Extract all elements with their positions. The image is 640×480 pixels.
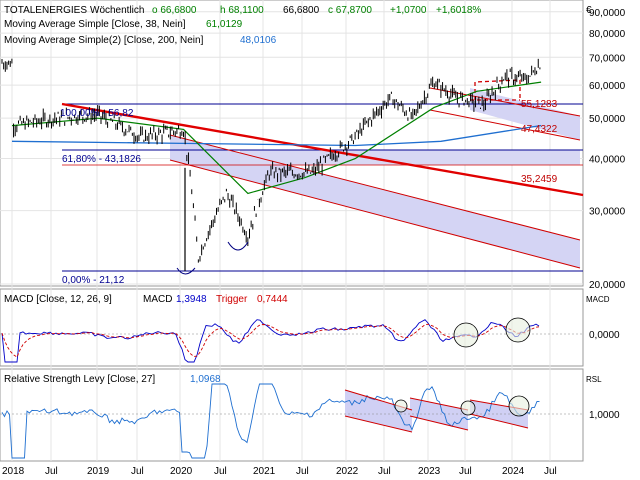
time-tick-label: Jul — [459, 466, 472, 477]
time-tick-label: 2021 — [253, 466, 276, 477]
time-tick-label: 2024 — [502, 466, 525, 477]
macd-section: MACD [Close, 12, 26, 9] MACD 1,3948 Trig… — [0, 294, 620, 363]
price-tick-label: 80,0000 — [589, 29, 626, 40]
time-tick-label: Jul — [131, 466, 144, 477]
low-arc-2 — [227, 241, 249, 251]
time-tick-label: 2020 — [170, 466, 193, 477]
header-open: o 66,6800 — [152, 5, 197, 16]
price-bars — [1, 58, 541, 271]
time-tick-label: Jul — [214, 466, 227, 477]
ma200-line — [11, 124, 542, 147]
time-tick-label: Jul — [45, 466, 58, 477]
rsl-axis-label: 1,0000 — [589, 410, 620, 421]
price-tick-label: 70,0000 — [589, 53, 626, 64]
header-close: 66,6800 — [283, 5, 320, 16]
rsl-circle-3 — [508, 395, 530, 417]
currency-label: € — [586, 5, 592, 16]
header: TOTALENERGIES Wöchentlich o 66,6800 h 68… — [4, 5, 481, 46]
legend-ma38-value: 61,0129 — [206, 19, 243, 30]
price-grid — [0, 11, 583, 285]
rsl-section: Relative Strength Levy [Close, 27] 1,096… — [0, 374, 620, 459]
channel-lower — [169, 159, 581, 269]
time-tick-label: 2018 — [2, 466, 25, 477]
macd-axis-label: 0,0000 — [589, 330, 620, 341]
legend-ma200-value: 48,0106 — [240, 35, 277, 46]
macd-label: MACD [Close, 12, 26, 9] — [4, 294, 112, 305]
rsl-ch1-bot — [344, 415, 413, 433]
macd-axis-title: MACD — [586, 295, 610, 304]
trigger-line — [1, 323, 540, 358]
rsl-axis-title: RSL — [586, 375, 602, 384]
rsl-circle-2 — [460, 400, 476, 416]
header-last: c 67,8700 — [328, 5, 372, 16]
price-tick-label: 40,0000 — [589, 155, 626, 166]
box-dashed — [474, 79, 521, 100]
rsl-channel-2 — [410, 398, 468, 430]
upper-channel-top — [429, 87, 581, 117]
price-tick-label: 50,0000 — [589, 114, 626, 125]
fib-0-label: 0,00% - 21,12 — [62, 275, 125, 286]
price-tick-label: 20,0000 — [589, 280, 626, 291]
level-55-label: 55,1283 — [521, 99, 558, 110]
header-period: Wöchentlich — [90, 5, 144, 16]
macd-circle-1 — [453, 322, 479, 348]
rsl-ch2-bot — [409, 415, 469, 431]
header-symbol: TOTALENERGIES — [4, 5, 87, 16]
fib-618-label: 61,80% - 43,1826 — [62, 154, 141, 165]
rsl-ch2-top — [409, 397, 469, 411]
fib-100-label: 100,00% - 56,82 — [60, 108, 134, 119]
rsl-circle-1 — [394, 399, 408, 413]
price-tick-label: 90,0000 — [589, 8, 626, 19]
macd-circle-2 — [505, 317, 531, 343]
macd-line — [1, 319, 540, 363]
header-change-pct: +1,6018% — [436, 5, 481, 16]
rsl-channel-3 — [470, 400, 528, 428]
legend-ma38-label: Moving Average Simple [Close, 38, Nein] — [4, 19, 186, 30]
time-axis: 2018 Jul 2019 Jul 2020 Jul 2021 Jul 2022 Jul 2023 J… — [2, 466, 557, 477]
time-tick-label: 2019 — [87, 466, 110, 477]
price-tick-label: 60,0000 — [589, 81, 626, 92]
price-axis: € 90,0000 80,0000 70,0000 60,0000 50,0000 40,… — [586, 5, 626, 291]
price-tick-label: 30,0000 — [589, 207, 626, 218]
macd-value: 1,3948 — [176, 294, 207, 305]
main-downtrend — [61, 102, 584, 197]
low-arc-1 — [176, 267, 196, 275]
header-change: +1,0700 — [390, 5, 427, 16]
trigger-value: 0,7444 — [257, 294, 288, 305]
time-tick-label: Jul — [378, 466, 391, 477]
trigger-name: Trigger — [216, 294, 248, 305]
time-tick-label: 2022 — [336, 466, 359, 477]
level-47-label: 47,4322 — [521, 124, 558, 135]
legend-ma200-label: Moving Average Simple(2) [Close, 200, Ne… — [4, 35, 204, 46]
rsl-line — [1, 383, 540, 459]
rsl-ch3-bot — [469, 413, 529, 429]
rsl-label: Relative Strength Levy [Close, 27] — [4, 374, 155, 385]
time-tick-label: Jul — [544, 466, 557, 477]
macd-name: MACD — [143, 294, 172, 305]
time-tick-label: Jul — [296, 466, 309, 477]
rsl-value: 1,0968 — [190, 374, 221, 385]
time-tick-label: 2023 — [418, 466, 441, 477]
annotations: 100,00% - 56,82 61,80% - 43,1826 0,00% -… — [60, 99, 558, 286]
header-high: h 68,1100 — [220, 5, 264, 16]
channel-upper — [169, 134, 581, 241]
upper-channel-bottom — [429, 109, 581, 141]
level-35-label: 35,2459 — [521, 174, 558, 185]
